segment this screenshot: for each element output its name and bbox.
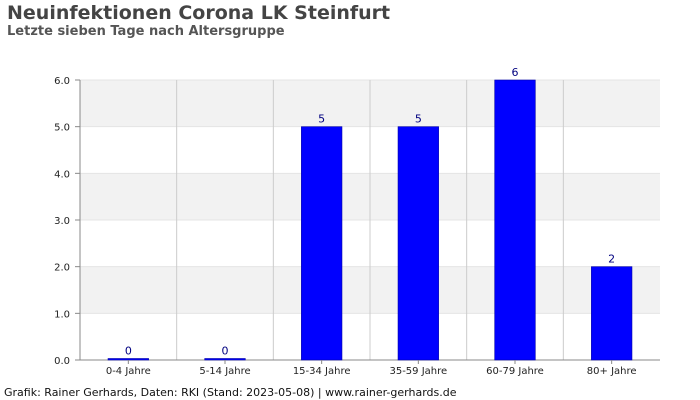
bar	[494, 79, 536, 361]
x-tick-label: 35-59 Jahre	[389, 366, 447, 377]
data-label: 6	[512, 66, 519, 79]
x-tick-label: 0-4 Jahre	[106, 366, 151, 377]
y-tick-label: 4.0	[54, 169, 70, 180]
y-tick-label: 5.0	[54, 123, 70, 134]
x-tick-label: 60-79 Jahre	[486, 366, 544, 377]
chart-title: Neuinfektionen Corona LK Steinfurt	[7, 2, 391, 24]
source-footer: Grafik: Rainer Gerhards, Daten: RKI (Sta…	[4, 386, 457, 399]
bar	[107, 358, 149, 361]
bar	[591, 266, 633, 361]
data-label: 0	[222, 345, 229, 358]
data-label: 2	[608, 253, 615, 266]
data-label: 0	[125, 345, 132, 358]
data-label: 5	[415, 113, 422, 126]
y-tick-label: 1.0	[54, 309, 70, 320]
chart-subtitle: Letzte sieben Tage nach Altersgruppe	[7, 24, 285, 39]
y-tick-label: 3.0	[54, 216, 70, 227]
x-tick-label: 15-34 Jahre	[293, 366, 351, 377]
y-tick-label: 6.0	[54, 76, 70, 87]
bar	[301, 126, 343, 361]
bar	[397, 126, 439, 361]
x-tick-label: 80+ Jahre	[587, 366, 637, 377]
data-label: 5	[318, 113, 325, 126]
x-tick-label: 5-14 Jahre	[199, 366, 250, 377]
bar	[204, 358, 246, 361]
y-tick-label: 2.0	[54, 263, 70, 274]
y-tick-label: 0.0	[54, 356, 70, 367]
